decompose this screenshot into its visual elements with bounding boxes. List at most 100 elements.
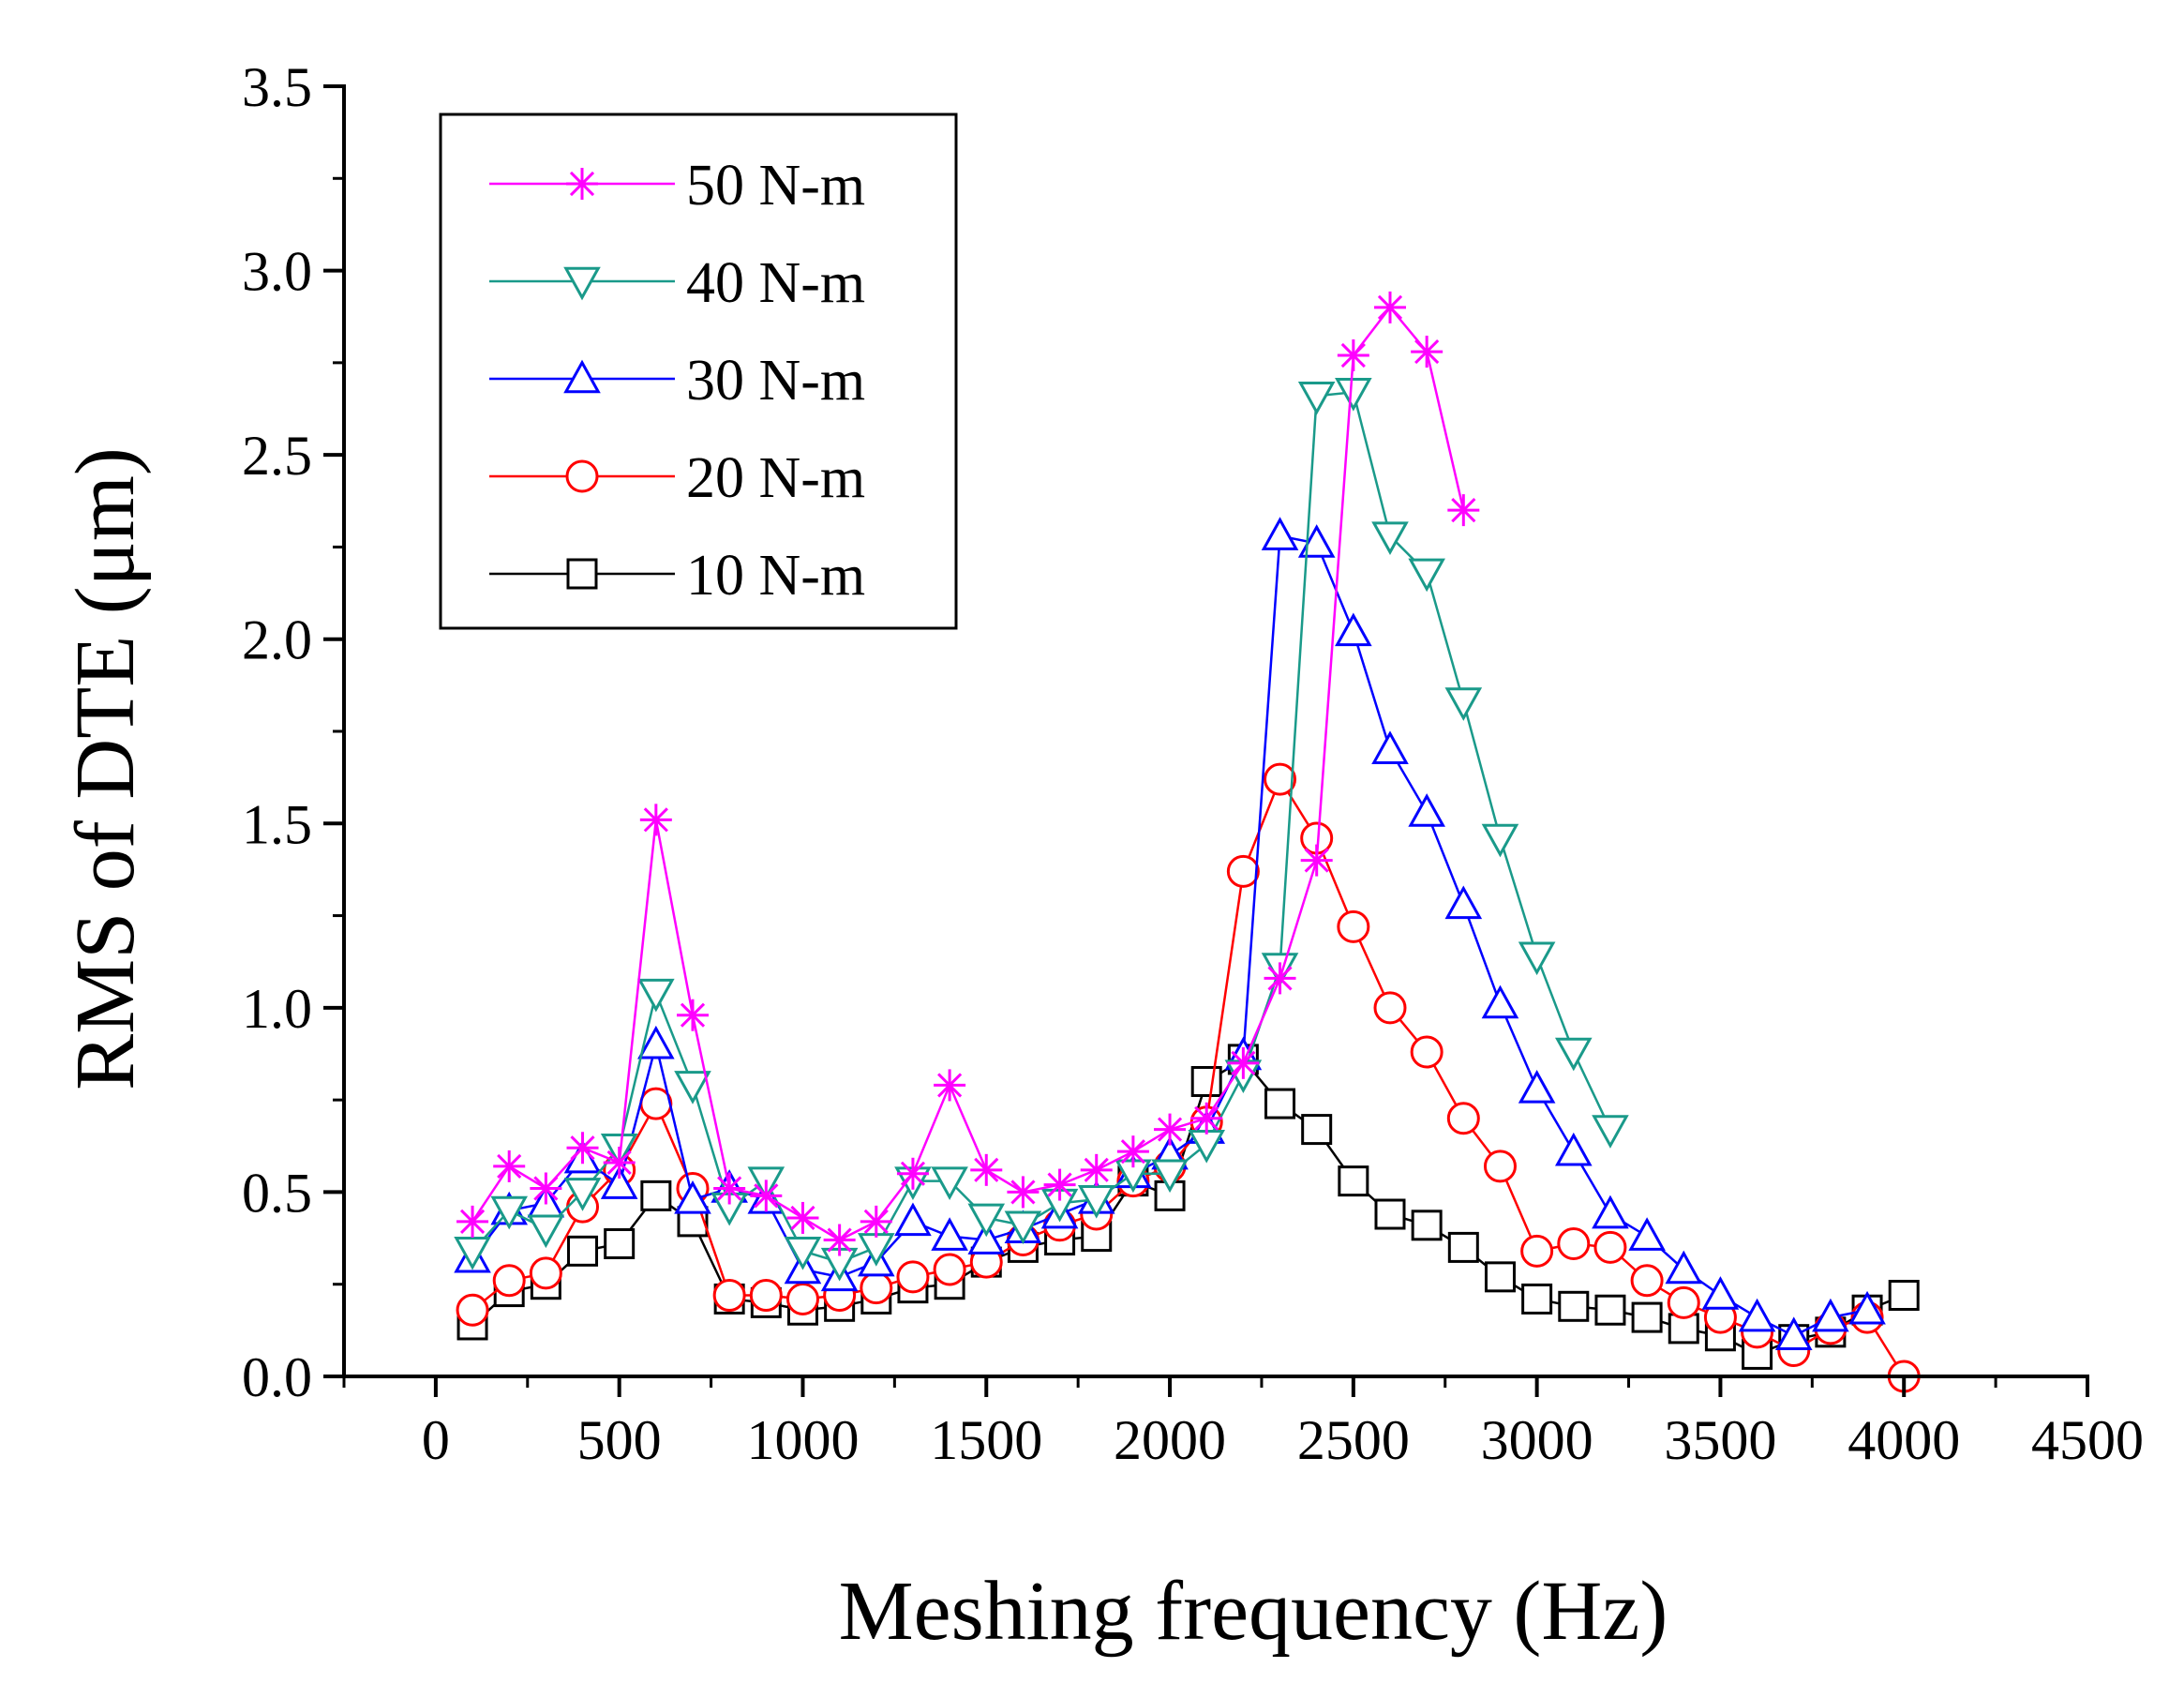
data-point-circle — [860, 1271, 893, 1305]
data-point-circle — [933, 1253, 966, 1286]
data-point-triangle-up — [1848, 1290, 1886, 1325]
data-point-square — [604, 1227, 636, 1259]
data-point-triangle-down — [1481, 823, 1519, 858]
y-tick-label: 1.5 — [242, 793, 312, 855]
data-point-circle — [896, 1260, 930, 1294]
y-tick-label: 0.5 — [242, 1162, 312, 1224]
legend-entry: 50 N-m — [489, 154, 865, 218]
data-point-square — [1190, 1065, 1222, 1097]
y-tick-label: 2.5 — [242, 425, 312, 487]
data-point-asterisk — [603, 1146, 636, 1179]
series-20-n-m — [456, 762, 1921, 1393]
data-point-triangle-down — [1592, 1115, 1629, 1149]
x-axis-title: Meshing frequency (Hz) — [839, 1565, 1668, 1658]
data-point-asterisk — [1043, 1168, 1076, 1201]
data-point-asterisk — [823, 1224, 856, 1256]
data-point-triangle-up — [674, 1180, 711, 1214]
data-point-triangle-up — [931, 1217, 968, 1251]
series-line — [471, 305, 1465, 1241]
data-point-square — [1374, 1198, 1406, 1230]
data-point-asterisk — [493, 1150, 526, 1182]
data-point-square — [1301, 1114, 1333, 1146]
legend-box — [439, 113, 958, 630]
legend-entry: 10 N-m — [489, 544, 865, 608]
data-point-triangle-up — [1665, 1250, 1703, 1285]
data-point-triangle-up — [1812, 1298, 1849, 1332]
x-tick-label: 4500 — [2031, 1409, 2144, 1471]
data-point-triangle-down — [1335, 378, 1372, 412]
data-point-square — [1558, 1290, 1590, 1322]
data-point-square — [1594, 1294, 1626, 1326]
data-point-square — [566, 558, 598, 590]
data-point-triangle-up — [967, 1221, 1006, 1255]
data-point-triangle-up — [1701, 1276, 1740, 1310]
data-point-asterisk — [566, 1132, 599, 1165]
plot-area — [454, 291, 1921, 1393]
data-point-circle — [1410, 1035, 1444, 1069]
data-point-square — [1447, 1231, 1479, 1263]
data-point-triangle-down — [563, 266, 601, 301]
data-point-circle — [1520, 1234, 1554, 1268]
data-point-asterisk — [934, 1069, 966, 1102]
data-point-asterisk — [1154, 1113, 1187, 1146]
data-point-asterisk — [896, 1157, 929, 1190]
data-point-triangle-up — [1297, 524, 1336, 558]
data-point-circle — [1667, 1285, 1700, 1319]
data-point-asterisk — [530, 1172, 562, 1205]
x-tick-label: 4000 — [1847, 1409, 1960, 1471]
data-point-triangle-down — [527, 1214, 565, 1249]
legend-label: 30 N-m — [686, 349, 865, 413]
y-axis-title: RMS of DTE (μm) — [59, 447, 152, 1090]
legend-entry: 40 N-m — [489, 251, 865, 315]
series-30-n-m — [454, 517, 1886, 1351]
data-point-triangle-down — [454, 1237, 491, 1270]
legend-label: 20 N-m — [686, 446, 865, 510]
data-point-asterisk — [1227, 1046, 1260, 1079]
data-point-triangle-up — [563, 359, 601, 394]
data-point-circle — [1226, 854, 1260, 888]
data-point-circle — [1446, 1102, 1480, 1135]
data-point-asterisk — [677, 999, 709, 1031]
series-50-n-m — [456, 291, 1480, 1256]
data-point-triangle-down — [784, 1237, 822, 1270]
data-point-triangle-down — [637, 978, 675, 1013]
data-point-triangle-up — [1628, 1217, 1666, 1251]
data-point-triangle-up — [1481, 984, 1519, 1019]
data-point-circle — [1264, 762, 1297, 796]
axes: 0 500 1000 1500 2000 2500 3000 3500 4000 4500 0.0 0… — [242, 56, 2144, 1471]
data-point-triangle-down — [1077, 1184, 1115, 1219]
legend-label: 40 N-m — [686, 251, 865, 315]
data-point-triangle-down — [967, 1203, 1006, 1238]
data-point-triangle-down — [563, 1178, 602, 1211]
legend: 50 N-m 40 N-m 30 N-m 20 N-m 10 N-m — [439, 113, 958, 630]
data-point-circle — [529, 1256, 562, 1290]
data-point-asterisk — [1007, 1176, 1040, 1209]
data-point-triangle-down — [1444, 687, 1483, 721]
data-point-circle — [1557, 1226, 1591, 1260]
data-point-triangle-down — [1408, 558, 1445, 593]
data-point-square — [1521, 1283, 1553, 1315]
x-tick-label: 2000 — [1114, 1409, 1226, 1471]
x-tick-label: 500 — [577, 1409, 662, 1471]
data-point-asterisk — [1447, 494, 1480, 527]
data-point-triangle-down — [1554, 1037, 1593, 1072]
data-point-square — [1888, 1280, 1920, 1312]
data-point-triangle-down — [1371, 521, 1409, 555]
data-point-triangle-up — [1592, 1195, 1629, 1229]
data-point-asterisk — [1264, 962, 1296, 995]
data-point-square — [567, 1235, 599, 1267]
data-point-triangle-down — [1518, 941, 1556, 976]
data-point-asterisk — [1337, 338, 1369, 371]
series-10-n-m — [456, 1044, 1920, 1370]
data-point-circle — [565, 459, 599, 493]
legend-label: 50 N-m — [686, 154, 865, 218]
data-point-triangle-up — [1774, 1316, 1813, 1351]
data-point-asterisk — [1300, 844, 1333, 877]
data-point-circle — [1483, 1150, 1517, 1183]
x-tick-label: 0 — [422, 1409, 450, 1471]
data-point-asterisk — [456, 1205, 489, 1238]
x-tick-label: 1500 — [930, 1409, 1042, 1471]
data-point-triangle-down — [1188, 1130, 1226, 1164]
y-tick-label: 0.0 — [242, 1346, 312, 1408]
data-point-square — [1484, 1261, 1516, 1293]
